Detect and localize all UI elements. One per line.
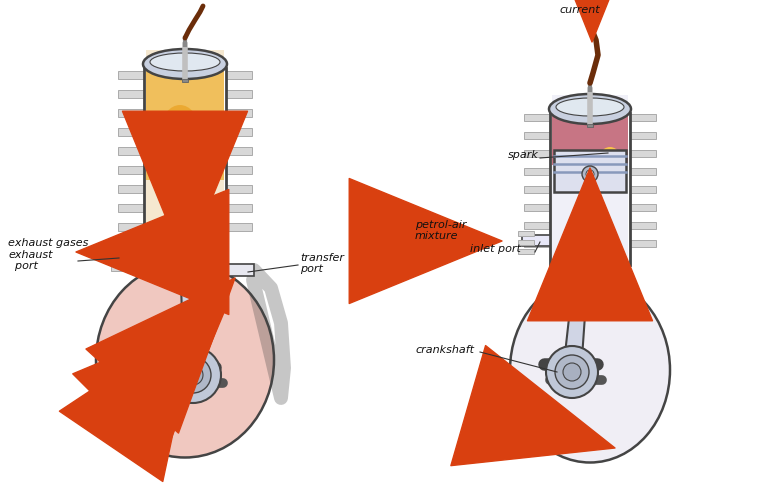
Ellipse shape <box>601 147 619 163</box>
Bar <box>118 223 144 231</box>
Circle shape <box>177 246 193 262</box>
Bar <box>226 204 252 212</box>
Bar <box>630 240 656 247</box>
Bar <box>524 240 550 247</box>
Bar <box>524 132 550 139</box>
Polygon shape <box>563 174 595 372</box>
Bar <box>518 231 534 236</box>
Bar <box>524 222 550 229</box>
Ellipse shape <box>510 278 670 463</box>
Circle shape <box>181 250 189 258</box>
Text: port: port <box>8 261 38 271</box>
Ellipse shape <box>96 262 274 457</box>
Bar <box>146 60 224 180</box>
Text: port: port <box>300 264 323 274</box>
Ellipse shape <box>150 53 220 71</box>
Bar <box>118 128 144 136</box>
Circle shape <box>555 355 589 389</box>
Bar <box>118 166 144 174</box>
Bar <box>118 204 144 212</box>
Bar <box>630 114 656 121</box>
Bar <box>524 150 550 157</box>
Circle shape <box>563 363 581 381</box>
Text: crankshaft: crankshaft <box>415 345 474 355</box>
Text: inlet port: inlet port <box>470 244 521 254</box>
Bar <box>524 204 550 211</box>
Bar <box>118 147 144 155</box>
Bar <box>226 166 252 174</box>
Bar <box>118 185 144 193</box>
Ellipse shape <box>556 98 624 116</box>
Polygon shape <box>180 254 202 375</box>
Bar <box>524 114 550 121</box>
Bar <box>630 150 656 157</box>
Bar <box>518 249 534 254</box>
Bar <box>118 71 144 79</box>
Bar <box>111 239 129 244</box>
Bar <box>182 79 188 82</box>
Bar <box>630 222 656 229</box>
Text: current: current <box>559 5 600 15</box>
Bar <box>226 185 252 193</box>
Bar <box>114 246 144 258</box>
Bar <box>118 90 144 98</box>
Text: transfer: transfer <box>300 253 344 263</box>
Text: mixture: mixture <box>415 231 458 241</box>
Bar <box>226 71 252 79</box>
Bar <box>111 248 129 253</box>
Ellipse shape <box>549 94 631 124</box>
Circle shape <box>582 166 598 182</box>
Bar <box>226 90 252 98</box>
Bar <box>226 128 252 136</box>
Bar <box>552 95 628 265</box>
Text: petrol-air: petrol-air <box>415 220 467 230</box>
Bar <box>518 240 534 245</box>
Circle shape <box>175 357 211 393</box>
Bar <box>630 168 656 175</box>
Bar <box>630 186 656 193</box>
Circle shape <box>546 346 598 398</box>
Bar <box>146 50 224 270</box>
Text: exhaust gases: exhaust gases <box>8 238 88 248</box>
Bar <box>111 266 129 271</box>
Bar <box>118 109 144 117</box>
Bar <box>148 230 222 272</box>
Bar <box>524 186 550 193</box>
Bar <box>226 109 252 117</box>
Bar <box>630 204 656 211</box>
Text: exhaust: exhaust <box>8 250 52 260</box>
Bar <box>226 147 252 155</box>
Bar <box>226 264 254 276</box>
Circle shape <box>183 365 203 385</box>
Bar <box>630 132 656 139</box>
Bar <box>587 124 593 127</box>
Bar <box>554 150 626 192</box>
Text: spark: spark <box>508 150 539 160</box>
Circle shape <box>165 347 221 403</box>
Bar <box>226 223 252 231</box>
Bar <box>552 110 628 165</box>
Ellipse shape <box>143 49 227 79</box>
Ellipse shape <box>161 105 199 155</box>
Bar <box>524 168 550 175</box>
Circle shape <box>586 170 594 178</box>
Bar <box>111 257 129 262</box>
Bar <box>522 235 550 246</box>
